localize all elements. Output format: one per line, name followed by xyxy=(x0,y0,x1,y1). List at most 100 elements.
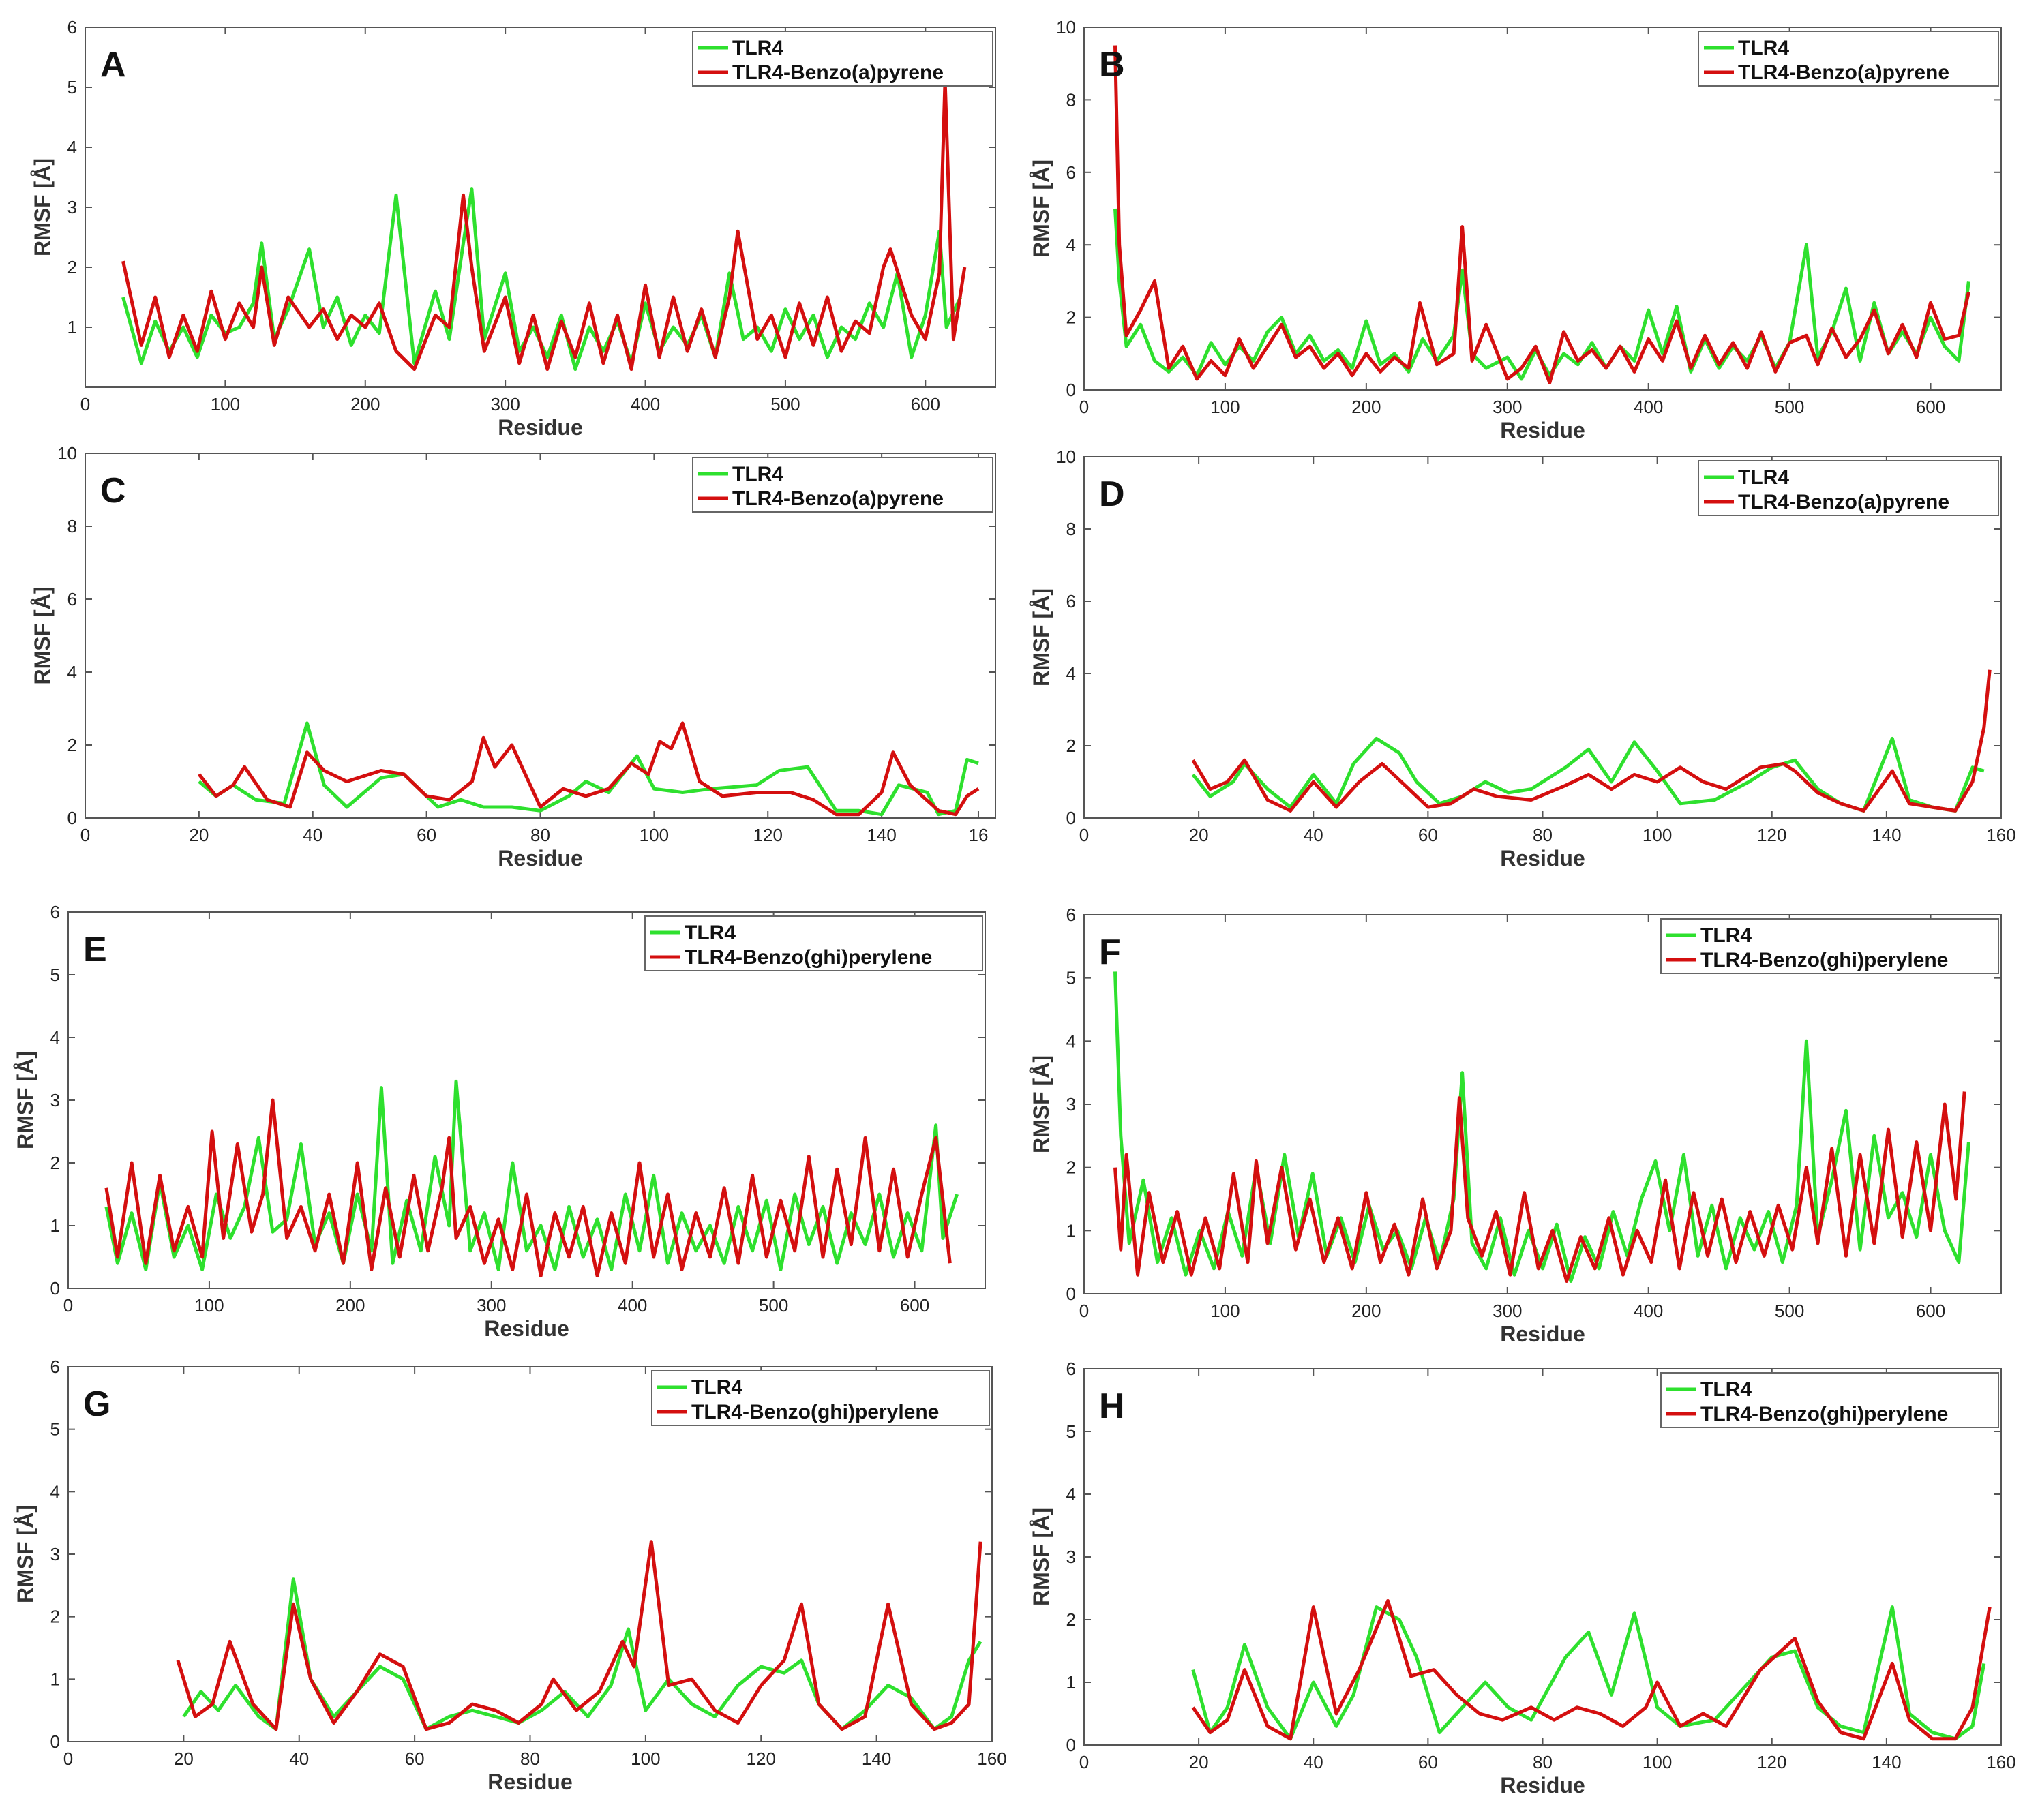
series-line-tlr4 xyxy=(182,1577,982,1731)
x-tick-label: 100 xyxy=(1210,397,1240,417)
x-tick-label: 0 xyxy=(1079,397,1089,417)
y-tick-label: 1 xyxy=(50,1669,60,1689)
legend-box xyxy=(692,31,993,87)
x-tick-label: 0 xyxy=(1079,825,1089,845)
legend-entry: TLR4 xyxy=(1700,1378,1752,1401)
legend-entry: TLR4-Benzo(ghi)perylene xyxy=(685,946,932,969)
x-axis-label: Residue xyxy=(1500,846,1585,870)
x-axis-label: Residue xyxy=(1500,1322,1585,1346)
y-tick-label: 5 xyxy=(1066,1421,1076,1442)
panel-b: 0 100 200 300 400 500 600 0 2 4 6 8 10 Residue RMSF [Å… xyxy=(1029,17,2002,442)
axes-frame xyxy=(85,453,996,819)
x-tick-label: 100 xyxy=(211,394,240,414)
panel-h: 0 20 40 60 80 100 120 140 160 0 1 2 3 4 5 6 Residue RMSF … xyxy=(1029,1359,2016,1798)
panel-d: 0 20 40 60 80 100 120 140 160 0 2 4 6 8 10 Residue RMSF … xyxy=(1029,446,2016,870)
y-tick-label: 0 xyxy=(68,808,77,828)
panel-label: A xyxy=(100,45,126,85)
x-tick-label: 100 xyxy=(631,1748,660,1769)
y-axis-label: RMSF [Å] xyxy=(30,587,55,685)
x-tick-label: 200 xyxy=(1351,397,1381,417)
y-tick-label: 5 xyxy=(50,965,60,985)
x-tick-label: 60 xyxy=(1418,825,1438,845)
panel-label: H xyxy=(1099,1386,1125,1426)
x-tick-label: 16 xyxy=(969,825,989,845)
x-tick-label: 20 xyxy=(1189,825,1209,845)
series-line-complex xyxy=(121,79,967,371)
y-tick-label: 4 xyxy=(1066,663,1076,684)
y-axis-label: RMSF [Å] xyxy=(1029,1508,1053,1606)
y-tick-label: 2 xyxy=(68,257,77,277)
x-tick-label: 100 xyxy=(1210,1301,1240,1321)
series-line-tlr4 xyxy=(198,721,979,817)
x-tick-label: 200 xyxy=(1351,1301,1381,1321)
legend-entry: TLR4 xyxy=(1738,466,1789,489)
y-tick-label: 8 xyxy=(1066,89,1076,110)
y-tick-label: 1 xyxy=(68,317,77,337)
x-tick-label: 500 xyxy=(759,1295,788,1316)
panel-g: 0 20 40 60 80 100 120 140 160 0 1 2 3 4 5 6 Residue RMSF … xyxy=(13,1356,1007,1794)
x-tick-label: 600 xyxy=(900,1295,929,1316)
x-tick-label: 600 xyxy=(1916,1301,1945,1321)
x-tick-label: 200 xyxy=(350,394,380,414)
x-tick-label: 60 xyxy=(1418,1752,1438,1772)
y-axis-label: RMSF [Å] xyxy=(30,158,55,256)
x-tick-label: 0 xyxy=(80,394,90,414)
x-tick-label: 80 xyxy=(1533,1752,1552,1772)
y-tick-label: 1 xyxy=(1066,1672,1076,1693)
x-tick-label: 160 xyxy=(1986,825,2015,845)
series-line-tlr4 xyxy=(1191,1605,1986,1741)
x-axis-label: Residue xyxy=(484,1316,569,1341)
panel-f: 0 100 200 300 400 500 600 0 1 2 3 4 5 6 Residue RMSF [Å… xyxy=(1029,905,2002,1346)
y-axis-label: RMSF [Å] xyxy=(1029,1055,1053,1153)
series-line-complex xyxy=(1191,1598,1992,1741)
x-tick-label: 500 xyxy=(770,394,800,414)
legend-box xyxy=(1660,918,1999,974)
panel-label: G xyxy=(83,1384,110,1424)
series-line-complex xyxy=(1113,1091,1966,1283)
x-axis-label: Residue xyxy=(487,1770,572,1794)
x-tick-label: 0 xyxy=(80,825,90,845)
y-axis-label: RMSF [Å] xyxy=(1029,588,1053,686)
y-tick-label: 1 xyxy=(1066,1220,1076,1241)
x-tick-label: 40 xyxy=(289,1748,309,1769)
x-tick-label: 140 xyxy=(1872,825,1901,845)
x-tick-label: 120 xyxy=(1757,1752,1786,1772)
legend-entry: TLR4 xyxy=(732,463,783,485)
x-axis-label: Residue xyxy=(498,415,582,440)
axes-frame xyxy=(1083,456,2002,819)
legend-entry: TLR4 xyxy=(691,1376,742,1399)
x-tick-label: 300 xyxy=(1492,397,1522,417)
x-tick-label: 200 xyxy=(335,1295,365,1316)
x-tick-label: 100 xyxy=(1642,1752,1672,1772)
x-tick-label: 120 xyxy=(753,825,783,845)
x-tick-label: 140 xyxy=(1872,1752,1901,1772)
axes-frame xyxy=(1083,1368,2002,1746)
y-tick-label: 10 xyxy=(1056,17,1076,37)
y-tick-label: 6 xyxy=(1066,591,1076,611)
series-line-complex xyxy=(176,1540,982,1731)
legend-entry: TLR4 xyxy=(685,922,736,944)
series-line-complex xyxy=(1113,45,1970,384)
panel-e: 0 100 200 300 400 500 600 0 1 2 3 4 5 6 Residue RMSF [Å… xyxy=(13,902,986,1341)
legend-entry: TLR4-Benzo(ghi)perylene xyxy=(1700,1403,1948,1425)
y-tick-label: 3 xyxy=(1066,1547,1076,1567)
series-line-complex xyxy=(1191,669,1992,813)
y-axis-label: RMSF [Å] xyxy=(13,1051,38,1149)
series-line-tlr4 xyxy=(1191,736,1985,813)
x-tick-label: 120 xyxy=(1757,825,1786,845)
x-tick-label: 60 xyxy=(405,1748,425,1769)
y-tick-label: 2 xyxy=(1066,307,1076,328)
legend-entry: TLR4-Benzo(ghi)perylene xyxy=(691,1401,939,1423)
x-tick-label: 80 xyxy=(530,825,550,845)
y-tick-label: 4 xyxy=(50,1027,60,1048)
x-tick-label: 0 xyxy=(1079,1301,1089,1321)
x-tick-label: 100 xyxy=(194,1295,224,1316)
x-tick-label: 20 xyxy=(1189,1752,1209,1772)
y-tick-label: 3 xyxy=(68,197,77,217)
y-tick-label: 0 xyxy=(50,1731,60,1752)
x-tick-label: 400 xyxy=(631,394,660,414)
panel-label: D xyxy=(1099,474,1125,514)
y-tick-label: 0 xyxy=(1066,380,1076,400)
